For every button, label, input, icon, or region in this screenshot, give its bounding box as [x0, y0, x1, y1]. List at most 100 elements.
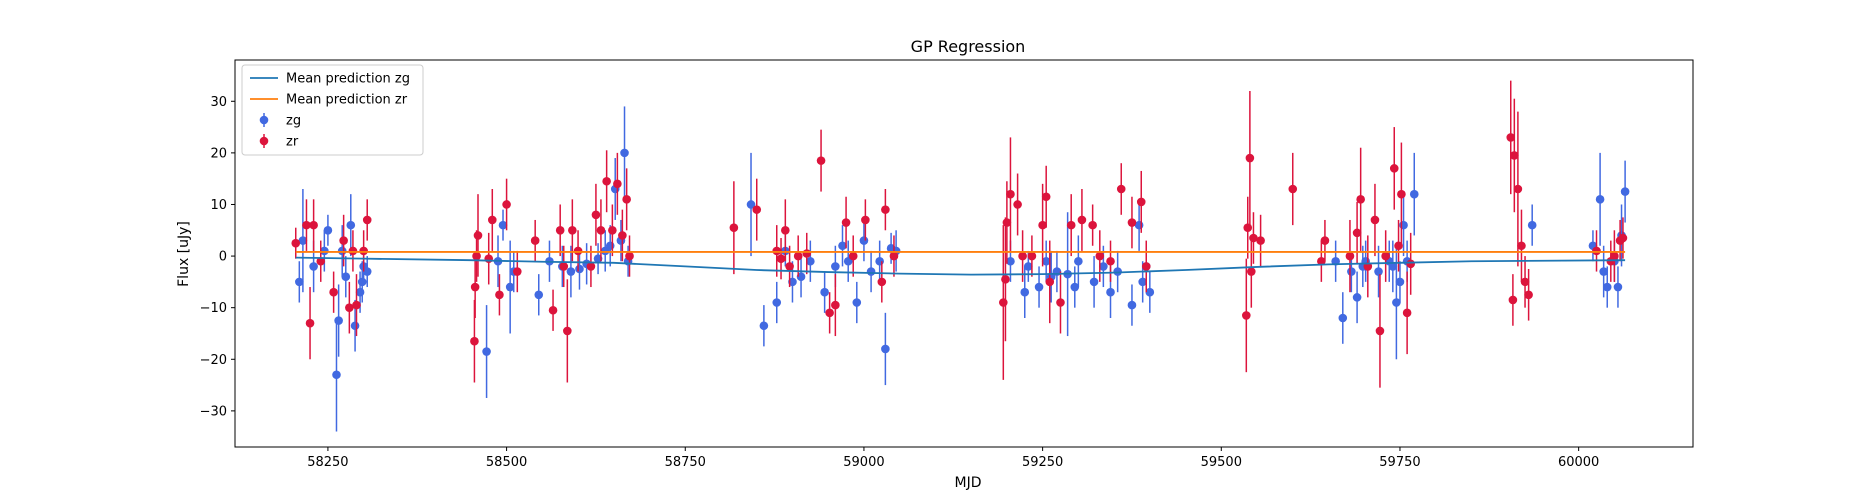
- data-point-zr: [1345, 251, 1355, 261]
- x-tick-label: 58750: [665, 455, 706, 470]
- data-point-zr: [573, 246, 583, 256]
- data-point-zr: [502, 200, 511, 209]
- y-tick-label: 10: [210, 198, 227, 213]
- data-point-zg: [334, 316, 343, 325]
- data-point-zg: [1070, 282, 1080, 292]
- data-point-zg: [1527, 220, 1537, 230]
- data-point-zr: [1245, 153, 1255, 163]
- data-point-zg: [1138, 277, 1147, 287]
- data-point-zg: [1024, 262, 1033, 271]
- mean-line-zg: [295, 256, 1626, 276]
- data-point-zg: [1106, 287, 1115, 297]
- data-point-zg: [806, 256, 815, 266]
- data-point-zr: [339, 236, 348, 245]
- data-point-zg: [1099, 262, 1108, 271]
- legend-label: Mean prediction zr: [286, 93, 408, 108]
- data-point-zr: [472, 251, 481, 261]
- data-point-zr: [559, 262, 569, 271]
- data-point-zr: [1018, 251, 1027, 261]
- data-point-zg: [1388, 262, 1398, 271]
- data-point-zr: [513, 267, 522, 276]
- data-point-zg: [323, 225, 333, 235]
- data-point-zr: [1106, 256, 1115, 266]
- data-point-zr: [618, 231, 627, 240]
- data-point-zg: [881, 344, 890, 354]
- data-point-zg: [320, 246, 329, 256]
- data-point-zr: [1356, 195, 1365, 204]
- x-tick-label: 58500: [486, 455, 527, 470]
- data-point-zg: [1595, 195, 1605, 204]
- x-tick-label: 58250: [307, 455, 348, 470]
- plot-area: [291, 80, 1630, 432]
- plot-content: [291, 80, 1630, 432]
- data-point-zr: [586, 262, 596, 271]
- plot-frame: [234, 59, 1694, 448]
- data-point-zg: [1041, 256, 1051, 266]
- data-point-zr: [1242, 311, 1251, 320]
- data-point-zg: [1347, 267, 1356, 276]
- data-point-zg: [341, 272, 351, 282]
- data-point-zg: [875, 256, 884, 266]
- data-point-zr: [1610, 251, 1619, 261]
- data-point-zr: [861, 215, 870, 225]
- data-point-zr: [881, 205, 890, 214]
- data-point-zr: [1618, 233, 1628, 243]
- data-point-zg: [1602, 282, 1612, 292]
- data-point-zr: [1001, 275, 1010, 284]
- data-point-zr: [1136, 197, 1146, 207]
- data-point-zg: [357, 277, 367, 287]
- data-point-zg: [759, 321, 769, 331]
- legend: Mean prediction zg Mean prediction zr zg zr: [241, 64, 424, 156]
- data-point-zr: [1352, 228, 1362, 238]
- data-point-zr: [1520, 277, 1530, 287]
- data-point-zr: [1127, 218, 1137, 227]
- legend-marker-swatch: [259, 115, 269, 125]
- data-point-zr: [1510, 151, 1519, 160]
- data-point-zg: [1074, 256, 1083, 266]
- data-point-zr: [1317, 256, 1326, 266]
- data-point-zr: [889, 251, 899, 261]
- legend-label: Mean prediction zg: [286, 72, 410, 87]
- data-point-zg: [534, 290, 544, 300]
- data-point-zg: [298, 236, 308, 245]
- x-axis-label: MJD: [955, 475, 982, 491]
- x-tick-label: 60000: [1558, 455, 1599, 470]
- data-point-zg: [746, 200, 756, 209]
- data-point-zg: [772, 298, 782, 307]
- data-point-zr: [1381, 251, 1390, 261]
- data-point-zg: [1352, 293, 1362, 302]
- data-point-zr: [602, 176, 611, 186]
- data-point-zg: [575, 264, 584, 274]
- data-point-zr: [816, 156, 826, 165]
- data-point-zg: [1338, 313, 1348, 323]
- data-point-zr: [495, 290, 504, 300]
- data-point-zr: [473, 231, 483, 240]
- data-point-zr: [1006, 189, 1015, 199]
- data-point-zg: [350, 321, 360, 331]
- data-point-zr: [484, 254, 494, 263]
- legend-label: zg: [286, 114, 301, 129]
- data-point-zg: [1399, 220, 1408, 230]
- data-point-zr: [1508, 295, 1518, 305]
- data-point-zr: [568, 225, 577, 235]
- data-point-zr: [1088, 220, 1097, 230]
- data-point-zr: [729, 223, 739, 232]
- data-point-zr: [793, 251, 803, 261]
- y-tick-label: 0: [219, 250, 227, 265]
- data-point-zg: [332, 370, 341, 380]
- data-point-zr: [1116, 184, 1126, 194]
- data-point-zg: [505, 282, 515, 292]
- data-point-zr: [548, 305, 558, 315]
- data-point-zr: [877, 277, 887, 287]
- y-tick-label: −10: [200, 301, 227, 316]
- data-point-zr: [825, 308, 834, 318]
- data-point-zr: [848, 251, 858, 261]
- data-point-zg: [309, 262, 318, 271]
- data-point-zr: [487, 215, 497, 225]
- legend-label: zr: [286, 135, 299, 150]
- legend-box: [241, 64, 424, 156]
- data-point-zr: [305, 318, 315, 328]
- data-point-zr: [555, 225, 565, 235]
- data-point-zr: [1592, 246, 1601, 256]
